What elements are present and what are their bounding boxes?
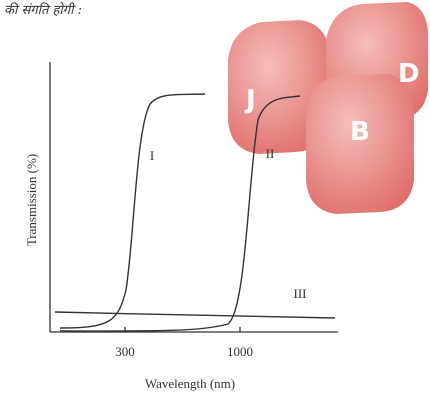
header-text: की संगति होगी : xyxy=(4,2,82,18)
logo-letter: J xyxy=(244,85,256,115)
curve-label: I xyxy=(150,148,154,163)
curve-label: II xyxy=(266,146,275,161)
curve-2 xyxy=(59,95,301,332)
curve-3 xyxy=(54,311,336,319)
logo-letter: B xyxy=(350,117,370,147)
curve-label: III xyxy=(294,286,307,301)
die xyxy=(306,74,414,214)
y-axis-label: Transmission (%) xyxy=(24,154,39,246)
die xyxy=(228,20,330,154)
x-tick-label: 1000 xyxy=(227,344,253,359)
x-tick-label: 300 xyxy=(115,344,135,359)
x-axis-label: Wavelength (nm) xyxy=(145,376,235,391)
curve-1 xyxy=(59,93,206,329)
logo: J D B xyxy=(228,2,428,214)
logo-letter: D xyxy=(398,59,420,89)
